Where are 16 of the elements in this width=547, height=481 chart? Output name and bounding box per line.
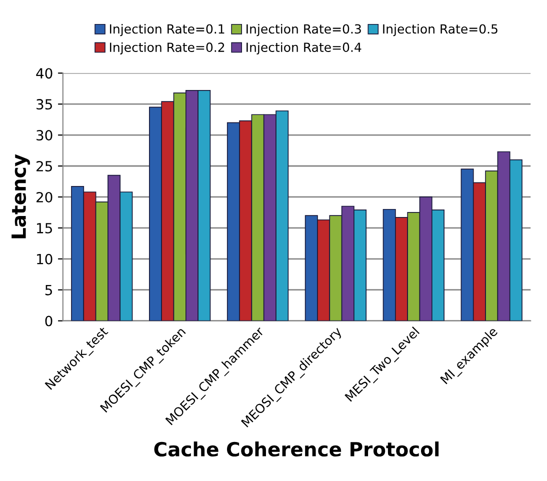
- y-tick-label: 15: [37, 223, 52, 234]
- legend-label: Injection Rate=0.4: [246, 42, 362, 54]
- legend-label: Injection Rate=0.1: [110, 24, 224, 36]
- legend-label: Injection Rate=0.5: [383, 24, 498, 36]
- legend-label: Injection Rate=0.2: [110, 42, 224, 54]
- y-tick-label: 25: [36, 160, 52, 172]
- x-axis-title: Cache Coherence Protocol: [154, 441, 439, 457]
- legend-label: Injection Rate=0.3: [246, 24, 361, 36]
- y-tick-label: 10: [37, 254, 52, 264]
- y-tick-label: 30: [36, 130, 52, 141]
- y-tick-label: 5: [45, 285, 52, 296]
- y-axis-title: Latency: [12, 154, 30, 238]
- y-tick-label: 40: [36, 68, 52, 79]
- y-tick-label: 0: [45, 316, 52, 326]
- y-tick-label: 35: [36, 99, 52, 110]
- y-tick-label: 20: [36, 192, 52, 202]
